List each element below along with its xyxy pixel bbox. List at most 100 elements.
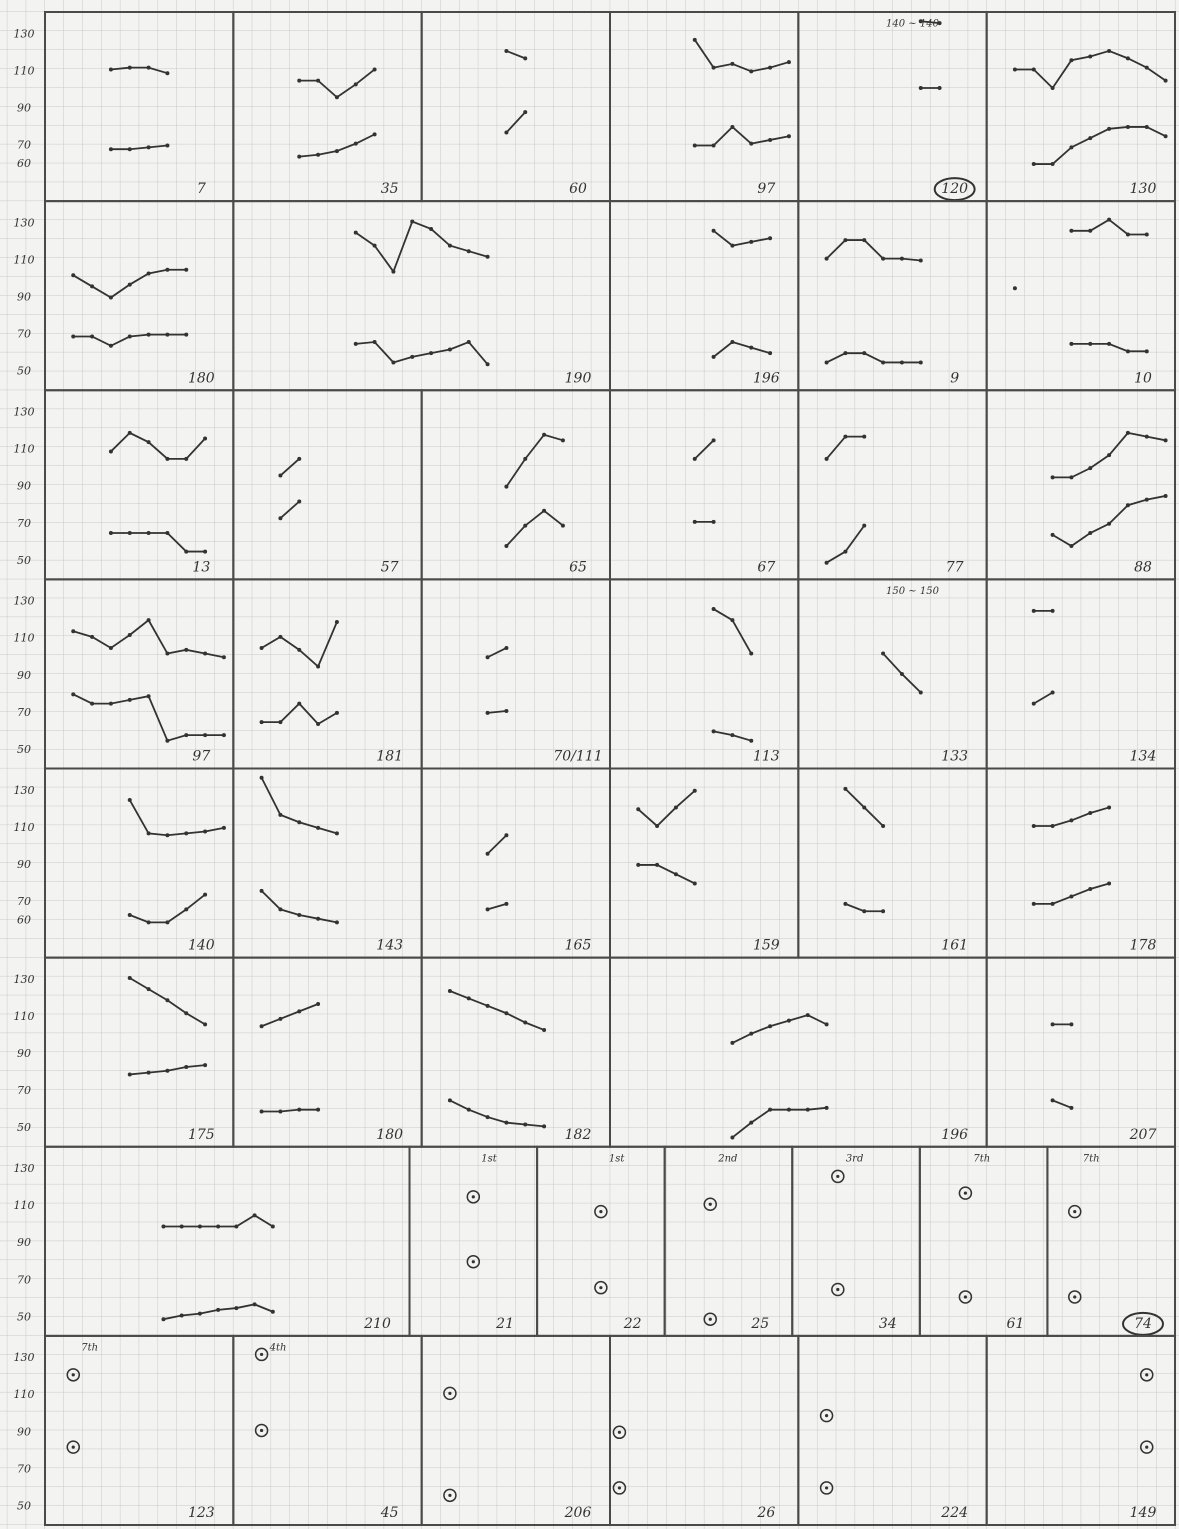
reading-point — [843, 902, 847, 906]
reading-point — [467, 340, 471, 344]
y-tick-label: 130 — [14, 973, 35, 986]
reading-point — [128, 798, 132, 802]
reading-point — [147, 831, 151, 835]
reading-point — [234, 1306, 238, 1310]
reading-point — [768, 1024, 772, 1028]
reading-point — [216, 1224, 220, 1228]
panel-label: 196 — [941, 1127, 968, 1143]
reading-point — [881, 257, 885, 261]
panel-label: 7 — [197, 181, 206, 197]
reading-point — [1107, 218, 1111, 222]
reading-point — [1164, 79, 1168, 83]
reading-point — [862, 805, 866, 809]
y-tick-label: 110 — [14, 253, 35, 266]
reading-center — [618, 1431, 621, 1434]
reading-point — [410, 355, 414, 359]
reading-point — [712, 520, 716, 524]
panel-label: 45 — [380, 1505, 399, 1521]
reading-point — [542, 509, 546, 513]
reading-point — [730, 733, 734, 737]
reading-point — [504, 544, 508, 548]
reading-point — [768, 236, 772, 240]
reading-point — [147, 145, 151, 149]
annotation: 7th — [81, 1342, 98, 1353]
reading-point — [1126, 125, 1130, 129]
reading-point — [71, 334, 75, 338]
reading-point — [1051, 1022, 1055, 1026]
reading-point — [523, 56, 527, 60]
reading-point — [693, 457, 697, 461]
reading-point — [316, 1108, 320, 1112]
reading-point — [1051, 690, 1055, 694]
reading-point — [260, 646, 264, 650]
y-tick-label: 90 — [17, 1047, 31, 1060]
reading-point — [749, 240, 753, 244]
reading-point — [825, 457, 829, 461]
reading-point — [260, 776, 264, 780]
reading-center — [260, 1429, 263, 1432]
panel-label: 61 — [1007, 1316, 1025, 1332]
reading-point — [730, 340, 734, 344]
reading-point — [373, 132, 377, 136]
reading-point — [1164, 134, 1168, 138]
panel-label: 9 — [950, 370, 959, 386]
reading-point — [1069, 1106, 1073, 1110]
reading-point — [71, 629, 75, 633]
reading-point — [1164, 438, 1168, 442]
reading-point — [147, 694, 151, 698]
reading-center — [1073, 1295, 1076, 1298]
reading-point — [448, 989, 452, 993]
y-tick-label: 110 — [14, 632, 35, 645]
reading-point — [278, 516, 282, 520]
reading-point — [523, 1021, 527, 1025]
panel-label: 182 — [565, 1127, 592, 1143]
reading-point — [271, 1310, 275, 1314]
reading-point — [938, 86, 942, 90]
panel-label: 143 — [376, 938, 403, 954]
reading-point — [165, 920, 169, 924]
reading-point — [335, 620, 339, 624]
reading-point — [316, 1002, 320, 1006]
reading-point — [354, 82, 358, 86]
reading-point — [1088, 342, 1092, 346]
reading-point — [147, 987, 151, 991]
panel-label: 175 — [188, 1127, 215, 1143]
reading-point — [693, 881, 697, 885]
reading-point — [862, 524, 866, 528]
y-tick-label: 90 — [17, 669, 31, 682]
reading-point — [165, 998, 169, 1002]
reading-point — [1032, 824, 1036, 828]
reading-point — [1051, 162, 1055, 166]
reading-point — [184, 831, 188, 835]
reading-point — [198, 1312, 202, 1316]
y-tick-label: 130 — [14, 784, 35, 797]
reading-point — [806, 1013, 810, 1017]
y-tick-label: 90 — [17, 1236, 31, 1249]
y-tick-label: 110 — [14, 1388, 35, 1401]
y-tick-label: 60 — [17, 157, 31, 170]
reading-point — [636, 863, 640, 867]
reading-point — [504, 1011, 508, 1015]
reading-point — [109, 646, 113, 650]
reading-point — [222, 826, 226, 830]
reading-point — [278, 474, 282, 478]
reading-point — [730, 125, 734, 129]
reading-point — [1107, 453, 1111, 457]
reading-center — [448, 1494, 451, 1497]
reading-point — [1088, 811, 1092, 815]
reading-point — [1069, 475, 1073, 479]
reading-point — [234, 1224, 238, 1228]
reading-point — [655, 863, 659, 867]
panel-label: 26 — [756, 1505, 775, 1521]
reading-point — [147, 440, 151, 444]
reading-point — [203, 1063, 207, 1067]
reading-point — [316, 826, 320, 830]
reading-point — [1069, 544, 1073, 548]
y-tick-label: 50 — [17, 743, 31, 756]
reading-center — [1073, 1210, 1076, 1213]
reading-point — [486, 1004, 490, 1008]
reading-point — [730, 244, 734, 248]
panel-label: 165 — [565, 938, 592, 954]
reading-point — [843, 238, 847, 242]
reading-point — [297, 1009, 301, 1013]
